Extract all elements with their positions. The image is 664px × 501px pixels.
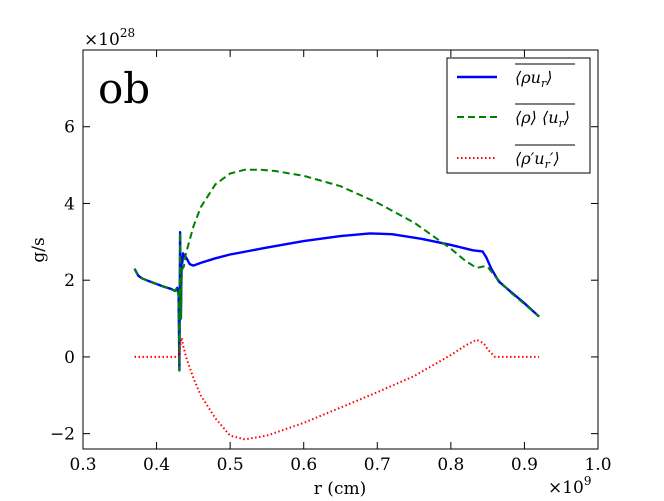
y-tick-label: 4 bbox=[64, 194, 75, 214]
x-multiplier-exponent: 9 bbox=[584, 474, 592, 488]
y-tick-label: 2 bbox=[64, 271, 75, 291]
x-tick-label: 0.3 bbox=[69, 455, 96, 475]
x-tick-label: 0.8 bbox=[437, 455, 464, 475]
y-tick-label: 6 bbox=[64, 118, 75, 138]
panel-label: ob bbox=[98, 64, 150, 113]
plot-frame bbox=[82, 49, 599, 450]
x-multiplier-base: ×10 bbox=[548, 478, 584, 498]
series-line-2 bbox=[133, 168, 540, 372]
tick-layer: 0.3 0.4 0.5 0.6 0.7 0.8 0.9 1.0 −2 0 2 4 6 bbox=[50, 50, 612, 475]
x-tick-label: 0.7 bbox=[364, 455, 391, 475]
x-axis-label: r (cm) bbox=[314, 479, 366, 499]
x-tick-label: 1.0 bbox=[584, 455, 611, 475]
series-layer bbox=[133, 168, 540, 441]
x-tick-label: 0.9 bbox=[511, 455, 538, 475]
x-tick-label: 0.4 bbox=[143, 455, 170, 475]
x-multiplier: ×109 bbox=[548, 474, 592, 498]
y-multiplier-exponent: 28 bbox=[120, 26, 135, 40]
y-tick-label: −2 bbox=[50, 425, 75, 445]
y-multiplier-base: ×10 bbox=[84, 30, 120, 50]
y-tick-label: 0 bbox=[64, 348, 75, 368]
y-multiplier: ×1028 bbox=[84, 26, 135, 50]
series-line-1 bbox=[133, 230, 540, 372]
series-line-3 bbox=[134, 336, 540, 441]
y-axis-label: g/s bbox=[29, 237, 49, 262]
legend-label-3: ⟨ρ′ur′⟩ bbox=[515, 149, 560, 171]
legend-label-1: ⟨ρur⟩ bbox=[515, 68, 552, 90]
x-tick-label: 0.6 bbox=[290, 455, 317, 475]
legend: ⟨ρur⟩ ⟨ρ⟩ ⟨ur⟩ ⟨ρ′ur′⟩ bbox=[446, 57, 591, 174]
x-tick-label: 0.5 bbox=[217, 455, 244, 475]
legend-label-2: ⟨ρ⟩ ⟨ur⟩ bbox=[515, 108, 570, 130]
